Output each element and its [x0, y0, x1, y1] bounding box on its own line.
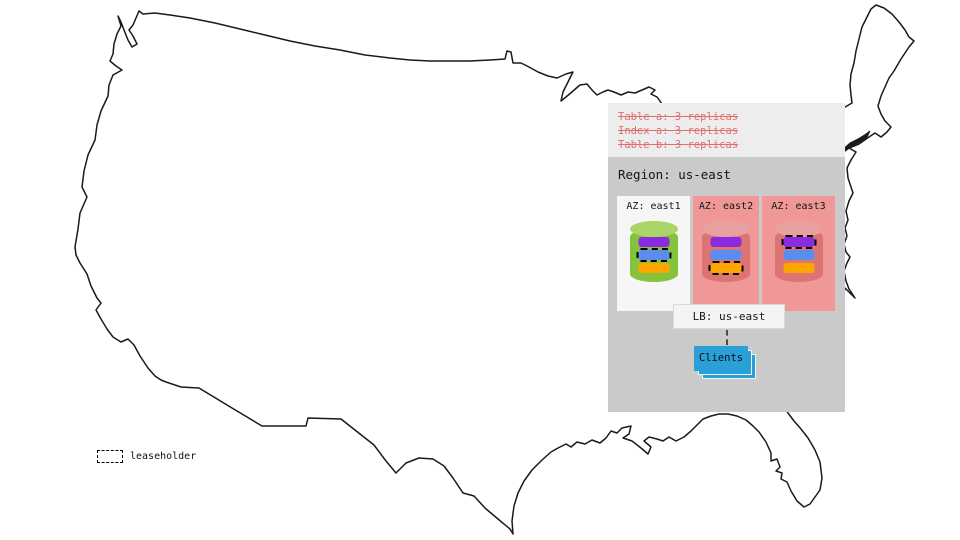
leaseholder-legend-label: leaseholder: [130, 451, 197, 462]
az-east1-box: AZ: east1: [617, 196, 690, 311]
region-title: Region: us-east: [618, 167, 731, 182]
database-cylinder: [629, 221, 678, 283]
replica-bar-leaseholder: [781, 235, 816, 249]
region-us-east-panel: Region: us-east AZ: east1 AZ: east2 AZ: …: [608, 157, 845, 412]
policy-line-index-a: Index a: 3 replicas: [618, 125, 739, 137]
replica-bars: [708, 237, 744, 275]
replica-bars: [636, 237, 671, 273]
az-east2-box: AZ: east2: [693, 196, 759, 311]
replication-policies-panel: Table a: 3 replicas Index a: 3 replicas …: [608, 103, 845, 157]
policy-line-table-b: Table b: 3 replicas: [618, 139, 739, 151]
replica-bar: [783, 263, 814, 273]
replica-bar: [783, 250, 814, 260]
database-cylinder: [774, 221, 823, 283]
az-east3-label: AZ: east3: [771, 201, 826, 212]
replica-bar-leaseholder: [708, 261, 744, 275]
clients-box: Clients: [694, 346, 748, 371]
leaseholder-swatch-icon: [97, 450, 123, 463]
lb-clients-connector: [726, 330, 728, 345]
replica-bar: [710, 250, 742, 260]
cylinder-top-ellipse: [702, 221, 750, 237]
replica-bar: [638, 263, 669, 273]
database-cylinder: [702, 221, 750, 283]
az-east1-label: AZ: east1: [626, 201, 681, 212]
lb-us-east-box: LB: us-east: [673, 304, 785, 329]
az-east3-box: AZ: east3: [762, 196, 835, 311]
replica-bar-leaseholder: [636, 248, 671, 262]
replica-bars: [781, 235, 816, 273]
cylinder-top-ellipse: [629, 221, 678, 237]
az-east2-label: AZ: east2: [698, 201, 754, 212]
replica-bar: [638, 237, 669, 247]
long-island-shape: [840, 130, 871, 153]
replica-bar: [710, 237, 742, 247]
policy-line-table-a: Table a: 3 replicas: [618, 111, 739, 123]
leaseholder-legend: leaseholder: [97, 450, 196, 463]
cylinder-top-ellipse: [774, 221, 823, 237]
